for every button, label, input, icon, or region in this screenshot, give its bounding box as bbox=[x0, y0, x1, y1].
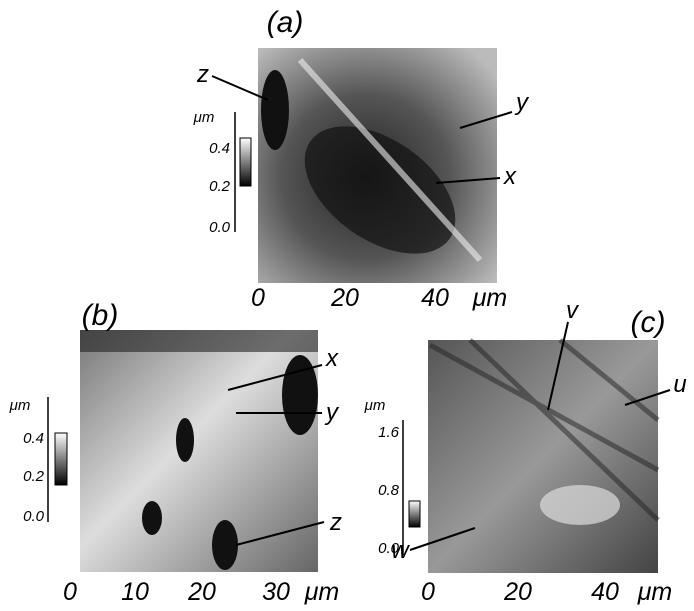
panel-label: (a) bbox=[267, 6, 304, 39]
colorbar-unit: μm bbox=[193, 109, 215, 126]
x-unit: μm bbox=[472, 284, 508, 312]
afm-image bbox=[80, 330, 318, 572]
colorbar-unit: μm bbox=[364, 397, 386, 414]
x-unit: μm bbox=[304, 578, 340, 606]
annotation: y bbox=[514, 89, 530, 116]
image-feature bbox=[142, 501, 162, 535]
x-tick-label: 40 bbox=[421, 284, 449, 312]
figure: (a) z y x μm 0.4 0.2 0.0 0 20 40 μm (b) … bbox=[0, 0, 694, 611]
x-tick-label: 0 bbox=[421, 578, 435, 606]
colorbar-tick: 0.0 bbox=[23, 508, 45, 525]
annotation: x bbox=[503, 163, 517, 190]
colorbar-tick: 0.8 bbox=[378, 482, 400, 499]
image-feature bbox=[261, 70, 289, 150]
annotation: u bbox=[673, 371, 686, 398]
panel-a: (a) z y x μm 0.4 0.2 0.0 0 20 40 μm bbox=[193, 6, 530, 312]
image-feature bbox=[80, 330, 318, 352]
colorbar-tick: 0.0 bbox=[209, 219, 231, 236]
image-feature bbox=[176, 418, 194, 462]
colorbar-tick: 0.2 bbox=[209, 178, 231, 195]
annotation: y bbox=[324, 399, 340, 426]
x-tick-label: 20 bbox=[187, 578, 216, 606]
colorbar-tick: 0.2 bbox=[23, 468, 45, 485]
x-tick-label: 0 bbox=[251, 284, 265, 312]
colorbar bbox=[409, 501, 420, 527]
x-tick-label: 30 bbox=[262, 578, 290, 606]
x-tick-label: 20 bbox=[330, 284, 359, 312]
colorbar-tick: 0.4 bbox=[209, 140, 230, 157]
x-unit: μm bbox=[637, 578, 673, 606]
x-tick-label: 0 bbox=[63, 578, 77, 606]
x-tick-label: 40 bbox=[591, 578, 619, 606]
annotation: z bbox=[329, 509, 342, 536]
annotation: x bbox=[325, 345, 339, 372]
panel-c: (c) v u w μm 1.6 0.8 0.0 0 20 40 μm bbox=[364, 297, 687, 606]
colorbar-tick: 1.6 bbox=[378, 424, 400, 441]
afm-image bbox=[428, 340, 658, 573]
colorbar bbox=[55, 433, 67, 485]
panel-label: (c) bbox=[631, 306, 666, 339]
colorbar-tick: 0.4 bbox=[23, 430, 44, 447]
x-tick-label: 10 bbox=[121, 578, 149, 606]
colorbar bbox=[240, 138, 251, 186]
annotation: z bbox=[196, 61, 209, 88]
annotation: v bbox=[566, 297, 580, 324]
image-feature bbox=[212, 520, 238, 570]
x-tick-label: 20 bbox=[503, 578, 532, 606]
panel-label: (b) bbox=[82, 299, 119, 332]
panel-b: (b) x y z μm 0.4 0.2 0.0 0 10 20 30 μm bbox=[9, 299, 342, 606]
colorbar-tick: 0.0 bbox=[378, 540, 400, 557]
image-feature bbox=[540, 485, 620, 525]
colorbar-unit: μm bbox=[9, 397, 31, 414]
